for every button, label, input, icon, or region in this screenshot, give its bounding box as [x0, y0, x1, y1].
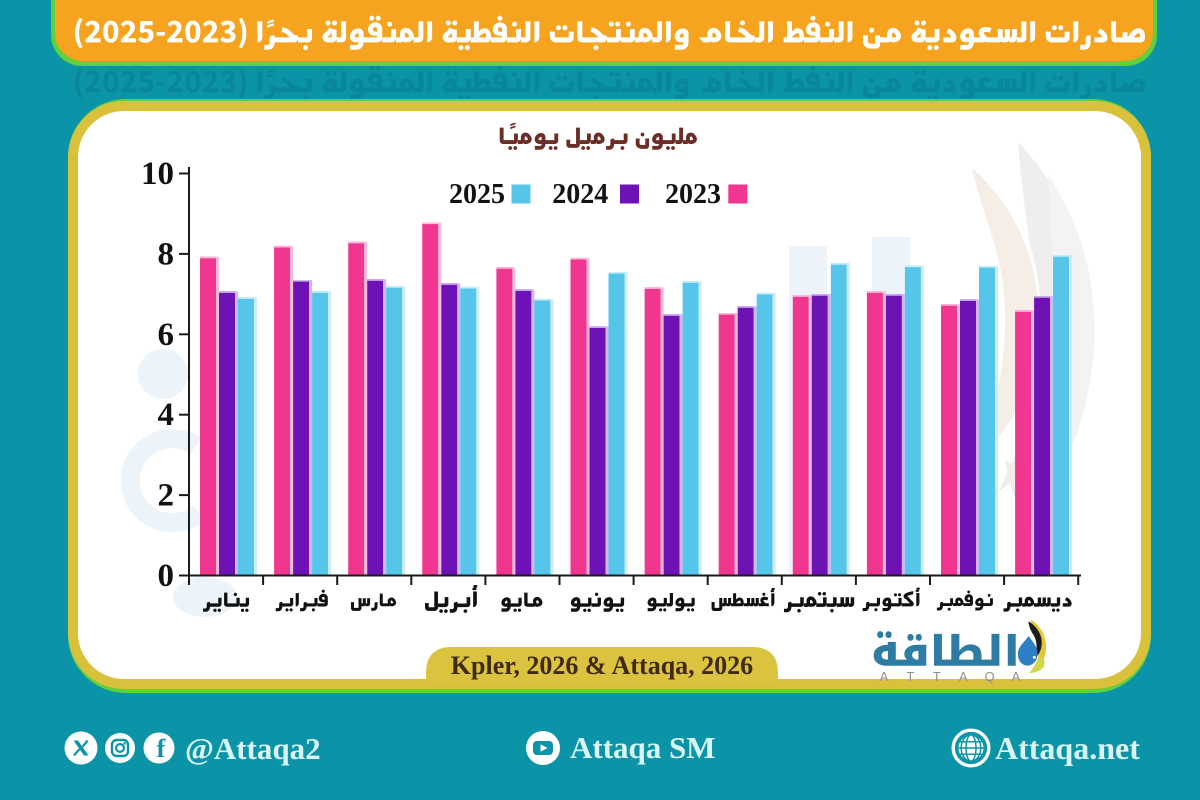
svg-text:f: f: [157, 734, 166, 763]
svg-text:A: A: [1012, 669, 1021, 684]
svg-text:Kpler, 2026 & Attaqa, 2026: Kpler, 2026 & Attaqa, 2026: [451, 651, 753, 680]
svg-text:Attaqa SM: Attaqa SM: [570, 730, 716, 765]
svg-text:2024: 2024: [552, 179, 608, 210]
svg-text:6: 6: [158, 317, 175, 353]
svg-text:Attaqa.net: Attaqa.net: [995, 730, 1140, 766]
svg-text:2: 2: [158, 478, 175, 514]
svg-text:4: 4: [158, 397, 175, 433]
svg-text:Q: Q: [985, 669, 995, 684]
svg-text:@Attaqa2: @Attaqa2: [185, 731, 321, 766]
svg-text:10: 10: [141, 156, 174, 192]
svg-text:2023: 2023: [665, 179, 721, 210]
svg-text:A: A: [959, 669, 968, 684]
svg-text:2025: 2025: [449, 179, 505, 210]
svg-text:8: 8: [158, 236, 175, 272]
svg-text:A: A: [880, 669, 889, 684]
svg-text:T: T: [933, 669, 941, 684]
svg-text:T: T: [906, 669, 914, 684]
svg-text:0: 0: [158, 558, 175, 594]
